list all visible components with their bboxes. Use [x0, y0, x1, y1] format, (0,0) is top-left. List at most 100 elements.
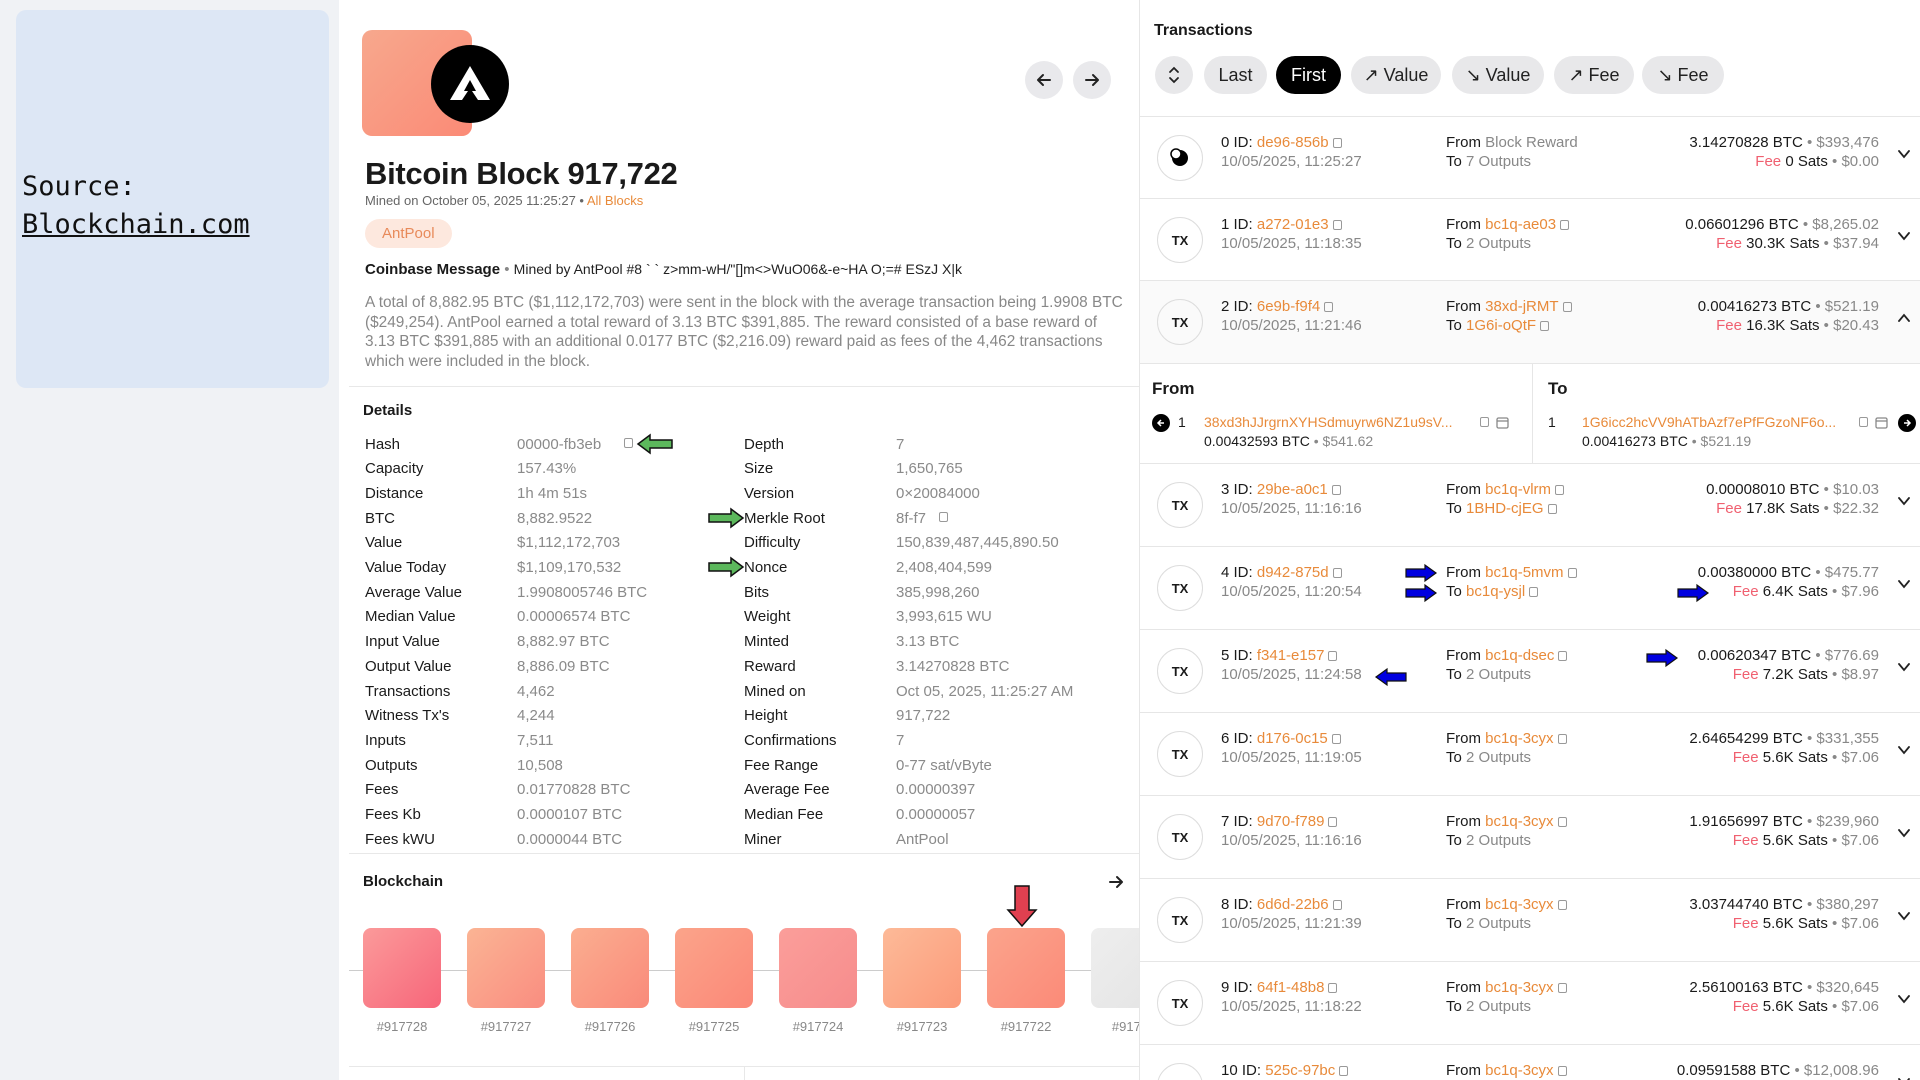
- copy-icon[interactable]: [1332, 568, 1342, 579]
- tx-from-value[interactable]: bc1q-3cyx: [1485, 896, 1554, 913]
- tx-row[interactable]: TX 6 ID: d176-0c15 10/05/2025, 11:19:05 Fro…: [1140, 712, 1920, 795]
- tx-id[interactable]: 9d70-f789: [1256, 813, 1325, 830]
- tx-from-value[interactable]: bc1q-3cyx: [1485, 813, 1554, 830]
- copy-icon[interactable]: [1332, 220, 1342, 231]
- copy-icon[interactable]: [1859, 417, 1868, 427]
- copy-icon[interactable]: [624, 438, 633, 448]
- tx-from-value[interactable]: bc1q-5mvm: [1485, 564, 1564, 581]
- all-blocks-link[interactable]: All Blocks: [586, 193, 644, 208]
- tx-id[interactable]: de96-856b: [1256, 134, 1329, 151]
- chain-block[interactable]: [987, 928, 1065, 1008]
- copy-icon[interactable]: [1480, 417, 1489, 427]
- copy-icon[interactable]: [1328, 817, 1338, 828]
- copy-icon[interactable]: [1562, 302, 1572, 313]
- tx-row[interactable]: TX 9 ID: 64f1-48b8 10/05/2025, 11:18:22 Fro…: [1140, 961, 1920, 1044]
- tx-row[interactable]: TX 7 ID: 9d70-f789 10/05/2025, 11:16:16 Fro…: [1140, 795, 1920, 878]
- next-block-button[interactable]: [1073, 61, 1111, 99]
- chain-block[interactable]: [363, 928, 441, 1008]
- pool-badge[interactable]: AntPool: [365, 219, 452, 248]
- copy-icon[interactable]: [1540, 321, 1550, 332]
- copy-icon[interactable]: [1558, 651, 1568, 662]
- copy-icon[interactable]: [1555, 485, 1565, 496]
- copy-icon[interactable]: [1560, 220, 1570, 231]
- copy-icon[interactable]: [1557, 983, 1567, 994]
- input-arrow-icon[interactable]: [1152, 414, 1170, 432]
- copy-icon[interactable]: [939, 512, 948, 522]
- chain-block[interactable]: [883, 928, 961, 1008]
- copy-icon[interactable]: [1332, 138, 1342, 149]
- copy-icon[interactable]: [1547, 504, 1557, 515]
- tx-from-value[interactable]: bc1q-dsec: [1485, 647, 1555, 664]
- copy-icon[interactable]: [1328, 651, 1338, 662]
- copy-icon[interactable]: [1339, 1066, 1349, 1077]
- copy-icon[interactable]: [1324, 302, 1334, 313]
- filter-fee-desc-button[interactable]: ↘ Fee: [1642, 56, 1724, 94]
- filter-last-button[interactable]: Last: [1204, 56, 1267, 94]
- source-link[interactable]: Blockchain.com: [22, 209, 250, 240]
- chain-block-label[interactable]: #917728: [376, 1019, 428, 1034]
- chevron-down-icon[interactable]: [1897, 992, 1911, 1006]
- tx-id[interactable]: 29be-a0c1: [1256, 481, 1328, 498]
- copy-icon[interactable]: [1331, 734, 1341, 745]
- copy-icon[interactable]: [1328, 983, 1338, 994]
- chain-block[interactable]: [779, 928, 857, 1008]
- tx-row[interactable]: 0 ID: de96-856b 10/05/2025, 11:25:27 From …: [1140, 116, 1920, 199]
- chevron-down-icon[interactable]: [1897, 660, 1911, 674]
- chain-block-label[interactable]: #917723: [896, 1019, 948, 1034]
- sort-toggle-button[interactable]: [1155, 56, 1193, 94]
- prev-block-button[interactable]: [1025, 61, 1063, 99]
- copy-icon[interactable]: [1557, 734, 1567, 745]
- expanded-to-address[interactable]: 1G6icc2hcVV9hATbAzf7ePfFGzoNF6o...: [1582, 414, 1837, 430]
- chevron-down-icon[interactable]: [1897, 743, 1911, 757]
- copy-icon[interactable]: [1567, 568, 1577, 579]
- tx-row[interactable]: TX 2 ID: 6e9b-f9f4 10/05/2025, 11:21:46 Fro…: [1140, 280, 1920, 363]
- filter-value-desc-button[interactable]: ↘ Value: [1452, 56, 1544, 94]
- chain-block[interactable]: [467, 928, 545, 1008]
- tx-row[interactable]: TX 1 ID: a272-01e3 10/05/2025, 11:18:35 Fro…: [1140, 198, 1920, 281]
- tx-id[interactable]: f341-e157: [1256, 647, 1325, 664]
- chain-block-label[interactable]: #9177: [1111, 1019, 1139, 1034]
- chain-block[interactable]: [1091, 928, 1139, 1008]
- expanded-from-address[interactable]: 38xd3hJJrgrnXYHSdmuyrw6NZ1u9sV...: [1204, 414, 1453, 430]
- tx-id[interactable]: 6e9b-f9f4: [1256, 298, 1321, 315]
- tx-from-value[interactable]: 38xd-jRMT: [1485, 298, 1559, 315]
- tx-from-value[interactable]: bc1q-vlrm: [1485, 481, 1552, 498]
- chain-block[interactable]: [675, 928, 753, 1008]
- chevron-up-icon[interactable]: [1897, 311, 1911, 325]
- chevron-down-icon[interactable]: [1897, 147, 1911, 161]
- calendar-icon[interactable]: [1496, 416, 1509, 429]
- chain-block-label[interactable]: #917722: [1000, 1019, 1052, 1034]
- chain-block-label[interactable]: #917725: [688, 1019, 740, 1034]
- filter-fee-asc-button[interactable]: ↗ Fee: [1554, 56, 1634, 94]
- tx-to-value[interactable]: 1G6i-oQtF: [1466, 317, 1537, 334]
- chain-block-label[interactable]: #917724: [792, 1019, 844, 1034]
- chain-block-label[interactable]: #917727: [480, 1019, 532, 1034]
- chain-block[interactable]: [571, 928, 649, 1008]
- tx-row[interactable]: TX 3 ID: 29be-a0c1 10/05/2025, 11:16:16 Fro…: [1140, 463, 1920, 546]
- tx-from-value[interactable]: bc1q-3cyx: [1485, 1062, 1554, 1079]
- tx-id[interactable]: 6d6d-22b6: [1256, 896, 1329, 913]
- copy-icon[interactable]: [1557, 900, 1567, 911]
- tx-row[interactable]: TX 10 ID: 525c-97bc From bc1q-3cyx 0.095915…: [1140, 1044, 1920, 1080]
- chevron-down-icon[interactable]: [1897, 826, 1911, 840]
- tx-id[interactable]: 64f1-48b8: [1256, 979, 1325, 996]
- output-arrow-icon[interactable]: [1898, 414, 1916, 432]
- tx-from-value[interactable]: bc1q-3cyx: [1485, 979, 1554, 996]
- blockchain-more-arrow-icon[interactable]: [1107, 873, 1125, 891]
- tx-id[interactable]: a272-01e3: [1256, 216, 1329, 233]
- tx-id[interactable]: d176-0c15: [1256, 730, 1328, 747]
- tx-row[interactable]: TX 5 ID: f341-e157 10/05/2025, 11:24:58 Fro…: [1140, 629, 1920, 712]
- copy-icon[interactable]: [1529, 587, 1539, 598]
- tx-from-value[interactable]: bc1q-ae03: [1485, 216, 1557, 233]
- chevron-down-icon[interactable]: [1897, 577, 1911, 591]
- chevron-down-icon[interactable]: [1897, 494, 1911, 508]
- tx-id[interactable]: d942-875d: [1256, 564, 1329, 581]
- calendar-icon[interactable]: [1875, 416, 1888, 429]
- copy-icon[interactable]: [1331, 485, 1341, 496]
- copy-icon[interactable]: [1557, 817, 1567, 828]
- copy-icon[interactable]: [1557, 1066, 1567, 1077]
- chevron-down-icon[interactable]: [1897, 1075, 1911, 1080]
- chevron-down-icon[interactable]: [1897, 909, 1911, 923]
- tx-from-value[interactable]: bc1q-3cyx: [1485, 730, 1554, 747]
- copy-icon[interactable]: [1332, 900, 1342, 911]
